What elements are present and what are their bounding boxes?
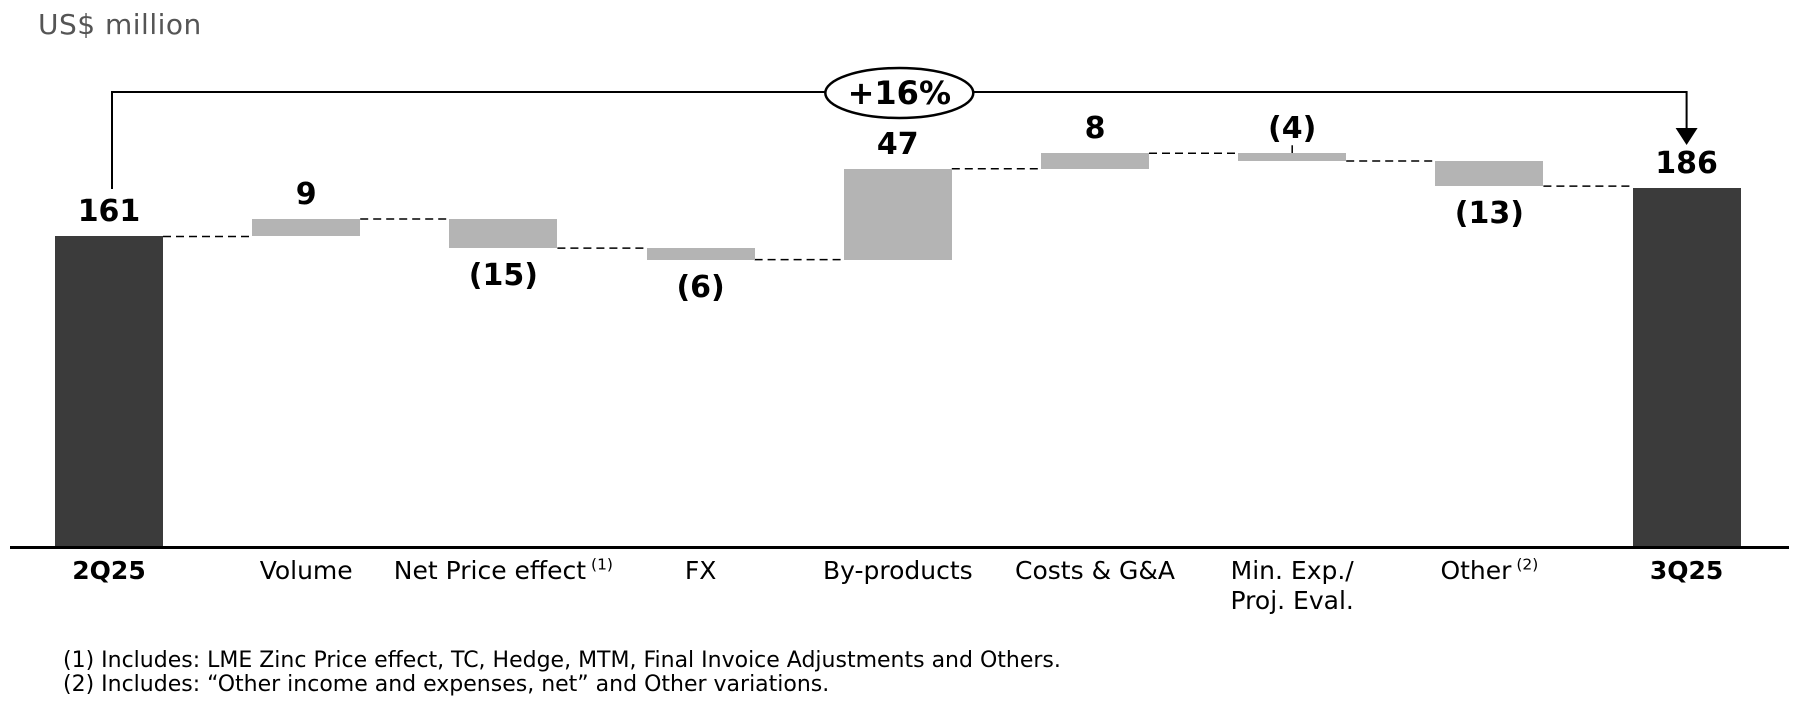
value-label-by-products: 47	[876, 126, 919, 162]
axis-label-2q25: 2Q25	[72, 556, 146, 585]
value-label-3q25: 186	[1655, 146, 1718, 182]
value-label-2q25: 161	[77, 194, 141, 230]
x-axis-line	[10, 546, 1789, 549]
bar-costs-g-a	[1041, 153, 1149, 169]
value-label-costs-g-a: 8	[1084, 111, 1106, 147]
footnote-2: (2) Includes: “Other income and expenses…	[63, 671, 830, 697]
axis-label-net-price-effect: Net Price effect (1)	[393, 555, 613, 585]
value-label-fx: (6)	[676, 269, 725, 305]
axis-label-other: Other (2)	[1440, 555, 1539, 585]
bar-other	[1435, 161, 1544, 187]
chart-title: US$ million	[38, 8, 202, 41]
value-label-volume: 9	[295, 177, 317, 213]
axis-label-3q25: 3Q25	[1649, 556, 1724, 585]
axis-label-min-exp-proj-eval: Min. Exp./Proj. Eval.	[1230, 556, 1354, 615]
axis-label-costs-g-a: Costs & G&A	[1015, 556, 1175, 585]
bar-by-products	[843, 168, 952, 260]
value-label-min-exp-proj-eval: (4)	[1268, 111, 1317, 147]
change-label: +16%	[848, 74, 951, 112]
bar-volume	[252, 219, 361, 237]
axis-label-fx: FX	[684, 556, 717, 585]
footnote-1: (1) Includes: LME Zinc Price effect, TC,…	[63, 648, 1061, 673]
change-ellipse	[824, 66, 975, 120]
axis-label-volume: Volume	[259, 556, 353, 585]
bar-2q25	[55, 236, 163, 548]
bar-min-exp-proj-eval	[1238, 153, 1347, 161]
footnotes: (1) Includes: LME Zinc Price effect, TC,…	[63, 649, 1061, 696]
value-label-net-price-effect: (15)	[468, 258, 538, 294]
value-label-other: (13)	[1454, 196, 1524, 232]
bar-3q25	[1632, 188, 1741, 548]
axis-label-by-products: By-products	[822, 556, 973, 585]
bar-fx	[646, 248, 755, 260]
bar-net-price-effect	[449, 219, 558, 249]
